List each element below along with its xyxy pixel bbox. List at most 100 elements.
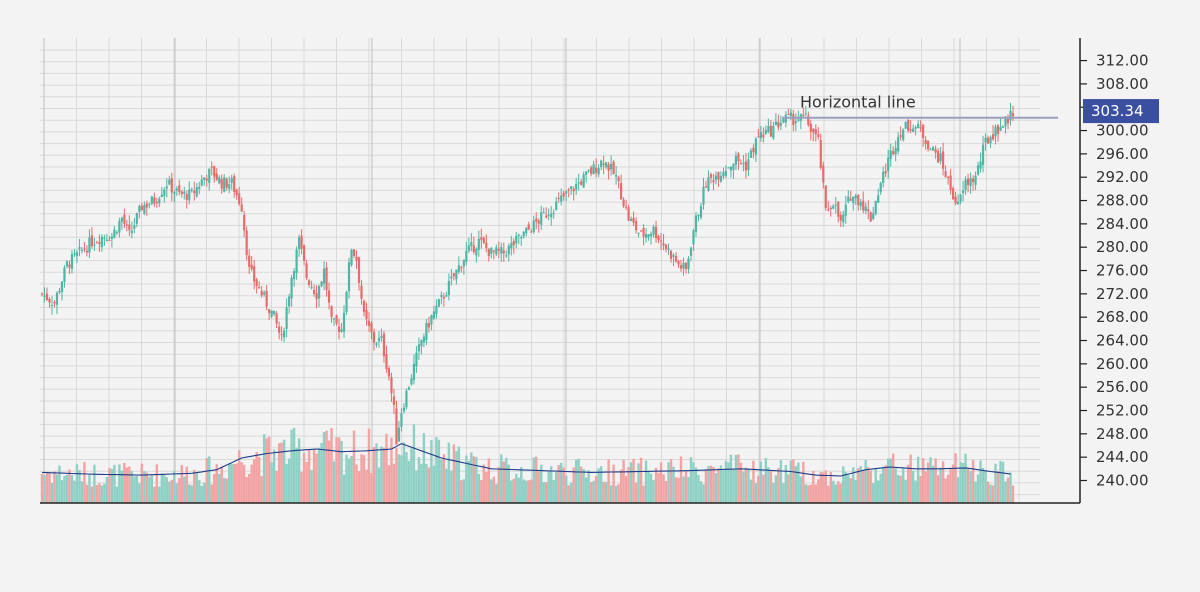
candle-body bbox=[904, 121, 907, 129]
volume-bar bbox=[617, 484, 620, 503]
volume-bar bbox=[55, 474, 59, 503]
candle-body bbox=[265, 290, 268, 307]
candle-body bbox=[345, 291, 348, 312]
candle-body bbox=[285, 307, 288, 329]
candle-body bbox=[562, 192, 565, 197]
candle-body bbox=[178, 185, 181, 193]
candle-body bbox=[917, 123, 920, 129]
volume-bar bbox=[557, 464, 560, 503]
candle-body bbox=[332, 318, 336, 320]
volume-bar bbox=[105, 476, 109, 503]
candle-body bbox=[849, 198, 852, 201]
volume-bar bbox=[659, 462, 663, 503]
volume-bar bbox=[495, 484, 498, 503]
volume-bar bbox=[228, 463, 231, 503]
candle-body bbox=[317, 286, 321, 299]
volume-bar bbox=[527, 480, 530, 503]
volume-bar bbox=[73, 480, 76, 503]
volume-bar bbox=[784, 465, 788, 503]
candle-body bbox=[370, 322, 373, 333]
candle-body bbox=[150, 196, 153, 204]
candle-body bbox=[330, 306, 333, 317]
y-tick-label: 308.00 bbox=[1096, 75, 1149, 93]
grid bbox=[40, 38, 1040, 503]
volume-bar bbox=[50, 483, 54, 503]
candle-body bbox=[278, 326, 281, 333]
candle-body bbox=[325, 267, 328, 290]
candle-body bbox=[273, 310, 276, 314]
volume-bar bbox=[574, 459, 578, 503]
volume-bar bbox=[68, 469, 71, 503]
candle-body bbox=[789, 112, 792, 117]
volume-bar bbox=[332, 461, 336, 503]
candle-body bbox=[764, 129, 767, 134]
candle-body bbox=[288, 296, 291, 307]
volume-bar bbox=[1011, 485, 1015, 503]
volume-bar bbox=[911, 470, 915, 503]
candle-body bbox=[108, 239, 111, 241]
volume-bar bbox=[797, 462, 800, 503]
candle-body bbox=[909, 129, 912, 131]
volume-bar bbox=[400, 455, 403, 503]
volume-bar bbox=[90, 486, 94, 503]
volume-bar bbox=[964, 453, 967, 503]
volume-bar bbox=[1006, 477, 1010, 503]
volume-bar bbox=[562, 467, 565, 503]
candle-body bbox=[380, 335, 383, 338]
candle-body bbox=[437, 299, 440, 307]
volume-bar bbox=[762, 474, 765, 503]
volume-bar bbox=[722, 470, 725, 503]
volume-bar bbox=[789, 460, 793, 503]
volume-bar bbox=[213, 473, 216, 503]
volume-bar bbox=[407, 460, 411, 503]
volume-bar bbox=[130, 471, 134, 503]
candle-body bbox=[502, 250, 505, 254]
candle-body bbox=[397, 427, 401, 442]
volume-bar bbox=[287, 458, 291, 503]
volume-bar bbox=[587, 470, 590, 503]
candle-body bbox=[585, 171, 588, 175]
volume-bar bbox=[954, 453, 957, 503]
volume-bar bbox=[125, 467, 129, 503]
volume-bar bbox=[926, 462, 930, 503]
y-tick-label: 312.00 bbox=[1096, 52, 1149, 70]
volume-bar bbox=[485, 472, 488, 503]
volume-bar bbox=[252, 459, 256, 503]
volume-bar bbox=[679, 456, 683, 503]
volume-bar bbox=[128, 466, 131, 503]
volume-bar bbox=[115, 486, 119, 503]
volume-bar bbox=[430, 439, 433, 503]
candle-body bbox=[195, 187, 198, 197]
candle-body bbox=[165, 186, 168, 189]
candle-body bbox=[679, 265, 683, 269]
candle-body bbox=[70, 254, 74, 269]
candle-body bbox=[307, 280, 311, 286]
volume-bar bbox=[175, 483, 178, 503]
volume-bar bbox=[936, 475, 940, 503]
volume-bar bbox=[552, 479, 555, 503]
volume-bar bbox=[452, 444, 456, 503]
candle-body bbox=[115, 232, 118, 234]
volume-bar bbox=[624, 476, 628, 503]
volume-bars bbox=[40, 424, 1015, 503]
volume-bar bbox=[924, 471, 927, 503]
volume-bar bbox=[994, 463, 997, 503]
volume-bar bbox=[727, 462, 730, 503]
candle-body bbox=[624, 206, 628, 208]
volume-bar bbox=[455, 451, 458, 503]
volume-bar bbox=[515, 473, 518, 503]
candle-body bbox=[729, 166, 733, 171]
candle-body bbox=[445, 294, 448, 297]
candle-body bbox=[677, 261, 680, 265]
candle-body bbox=[412, 363, 416, 381]
candle-body bbox=[58, 290, 61, 293]
volume-bar bbox=[747, 468, 750, 503]
candle-body bbox=[120, 217, 123, 222]
volume-bar bbox=[440, 459, 443, 503]
volume-bar bbox=[737, 454, 740, 503]
volume-bar bbox=[979, 460, 982, 503]
volume-bar bbox=[362, 454, 366, 503]
candle-body bbox=[600, 160, 603, 167]
volume-bar bbox=[140, 463, 144, 503]
